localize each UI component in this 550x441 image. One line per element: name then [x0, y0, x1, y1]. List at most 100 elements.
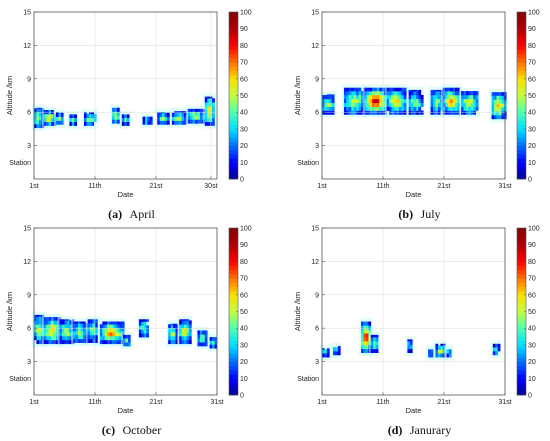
panel-c-cell-1-31 [53, 328, 57, 333]
panel-c-cell-2-15 [64, 335, 68, 341]
panel-c-cell-5-32 [112, 328, 115, 333]
panel-b-cell-6-39 [454, 94, 458, 100]
panel-b-y-tick-3: 12 [311, 43, 319, 50]
panel-c-colorbar-tick-8: 80 [240, 259, 248, 266]
panel-d-cell-2-30 [368, 325, 372, 330]
panel-a-x-tick-1: 11th [88, 183, 101, 190]
panel-d-cell-0-6 [326, 349, 330, 354]
panel-b-cell-4-1 [408, 106, 412, 111]
panel-c-cell-7-0 [138, 333, 142, 338]
panel-c-cell-2-33 [69, 320, 73, 325]
panel-d-cell-2-9 [363, 344, 367, 350]
panel-a-cell-9-8 [176, 116, 180, 121]
panel-c-cell-5-41 [116, 339, 120, 345]
panel-d-ticks: 1st 11th 21st 31st 3 6 9 12 15 [311, 226, 511, 407]
panel-c-cell-5-7 [102, 332, 106, 337]
panel-a-cell-11-9 [207, 117, 210, 122]
panel-b-colorbar-seg-25 [517, 70, 526, 76]
panel-b-colorbar-tick-5: 50 [528, 93, 536, 100]
panel-c-cell-11-6 [214, 344, 218, 349]
panel-b-cell-6-17 [447, 98, 451, 104]
panel-c-cell-0-21 [38, 316, 42, 321]
panel-d-cell-8-5 [495, 343, 498, 348]
panel-b-cell-5-16 [435, 102, 439, 107]
panel-d-cell-2-14 [363, 325, 367, 330]
panel-a-cell-5-7 [114, 107, 118, 112]
panel-b-cell-1-0 [343, 110, 347, 115]
panel-b-cell-8-16 [496, 107, 500, 112]
panel-a-cluster-2 [53, 108, 66, 128]
panel-b-cell-7-3 [461, 98, 464, 104]
panel-a-cell-2-1 [55, 116, 59, 121]
panel-b-cell-2-39 [376, 94, 380, 100]
panel-a-cell-7-6 [149, 120, 153, 125]
panel-c-cell-7-5 [141, 333, 145, 338]
panel-b-cell-4-16 [413, 102, 417, 107]
panel-c-cell-10-3 [197, 330, 201, 335]
panel-d-cell-6-6 [437, 345, 441, 350]
panel-b-cell-4-33 [418, 91, 422, 96]
panel-c-cell-8-12 [173, 335, 176, 341]
panel-b-cell-1-19 [348, 91, 352, 96]
panel-c-cell-3-23 [80, 321, 84, 324]
panel-c-cell-6-6 [127, 342, 131, 347]
panel-c-cell-3-29 [82, 321, 86, 324]
panel-b-cell-6-10 [445, 98, 448, 104]
panel-c-cell-5-10 [102, 321, 106, 325]
panel-d-cluster-3 [368, 331, 381, 357]
panel-d-colorbar-seg-14 [517, 332, 526, 337]
panel-c-colorbar-seg-26 [229, 282, 238, 287]
panel-c-cell-2-23 [66, 332, 70, 337]
panel-b-cell-6-18 [447, 94, 451, 100]
panel-b-cell-7-37 [475, 102, 479, 107]
panel-b-cluster-4 [406, 86, 425, 118]
panel-b-cell-1-50 [361, 106, 364, 111]
panel-b-cell-3-12 [389, 87, 392, 92]
panel-c-cell-2-1 [59, 335, 63, 341]
panel-c-cell-1-39 [55, 324, 59, 329]
panel-c-colorbar-seg-27 [229, 278, 238, 283]
panel-c-cell-5-56 [121, 328, 125, 333]
panel-b-cell-8-9 [494, 107, 497, 112]
panel-c-cell-3-20 [80, 330, 84, 336]
panel-b-cell-7-12 [465, 110, 469, 115]
panel-b-cell-2-7 [367, 110, 370, 115]
panel-d-colorbar-seg-3 [517, 378, 526, 383]
panel-b-cell-1-7 [346, 110, 350, 115]
panel-a-y-tick-1: 6 [27, 110, 31, 117]
panel-d-colorbar-seg-39 [517, 228, 526, 233]
panel-a-cell-1-6 [46, 113, 49, 119]
panel-b-cell-8-27 [498, 92, 502, 96]
panel-d-cell-3-4 [370, 334, 374, 338]
panel-c-cell-4-17 [92, 319, 96, 324]
panel-d-caption: (d) Janurary [388, 421, 451, 438]
panel-c-heatmap [32, 311, 218, 352]
panel-a-colorbar-tick-7: 70 [240, 60, 248, 67]
panel-a-cell-7-0 [142, 120, 146, 125]
panel-c-cell-8-7 [170, 332, 174, 337]
panel-c-cell-3-26 [82, 330, 86, 336]
panel-b-cell-2-16 [369, 102, 373, 107]
panel-c-colorbar-seg-21 [229, 303, 238, 308]
panel-a-cell-3-4 [71, 117, 75, 122]
panel-d-cell-6-9 [440, 345, 444, 350]
panel-b-cell-7-18 [468, 110, 472, 115]
panel-a-colorbar-seg-25 [229, 70, 238, 76]
panel-a-cell-10-22 [199, 111, 203, 116]
panel-c-cell-9-28 [188, 339, 192, 345]
panel-b-cell-4-22 [415, 106, 419, 111]
panel-a-cell-0-15 [38, 108, 42, 113]
panel-a-cell-10-2 [187, 111, 191, 116]
panel-b-cell-3-41 [401, 110, 405, 115]
panel-a-cell-11-8 [207, 121, 210, 126]
panel-c-cell-8-1 [168, 335, 171, 341]
panel-b-cell-0-9 [324, 94, 328, 100]
panel-d-colorbar-tick-1: 10 [528, 376, 536, 383]
panel-d-colorbar-seg-18 [517, 315, 526, 321]
panel-d-cell-3-7 [373, 341, 376, 346]
panel-b-cell-3-53 [403, 91, 407, 96]
panel-c-colorbar-seg-35 [229, 244, 238, 250]
panel-b-cell-1-21 [351, 110, 355, 115]
panel-c-cell-5-14 [104, 328, 108, 333]
panel-c-colorbar-seg-22 [229, 298, 238, 304]
